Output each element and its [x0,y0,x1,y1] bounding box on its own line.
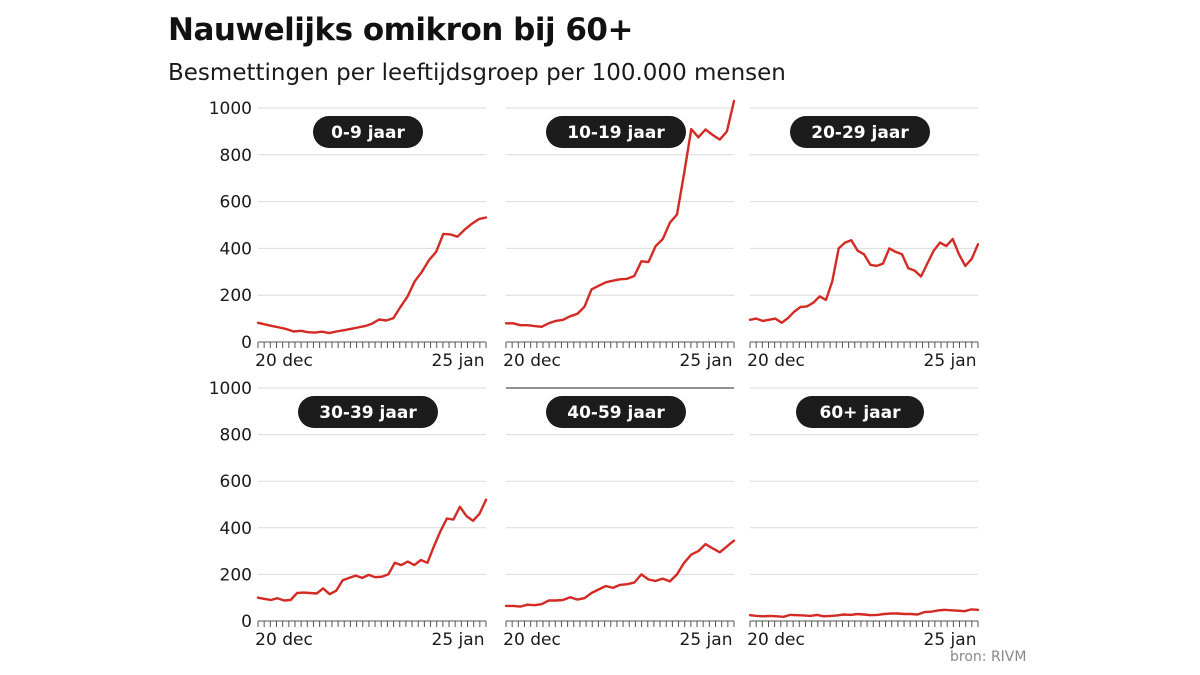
panel-6: 20 dec 25 jan 60+ jaar [747,387,980,650]
x-tick-label: 25 jan [432,630,485,650]
panel-4: 0 200 400 600 800 1000 20 dec 25 jan 30-39 jaar [209,379,488,650]
x-tick-label: 25 jan [680,351,733,371]
y-tick-label: 0 [241,612,252,632]
x-tick-label: 20 dec [255,351,313,371]
panel-title-pill [313,116,423,148]
panel-title-pill [790,116,930,148]
panel-title-pill [796,396,924,428]
panel-5: 20 dec 25 jan 40-59 jaar [503,387,736,650]
y-tick-label: 800 [220,146,252,166]
y-tick-label: 1000 [209,99,252,119]
x-tick-label: 20 dec [503,630,561,650]
panel-title-pill [546,116,686,148]
panel-2: 20 dec 25 jan 10-19 jaar [503,99,736,371]
panel-title: 0-9 jaar [331,123,405,143]
chart-subtitle: Besmettingen per leeftijdsgroep per 100.… [168,60,786,86]
series-line [748,608,980,618]
chart-title: Nauwelijks omikron bij 60+ [168,12,633,48]
x-tick-label: 20 dec [255,630,313,650]
series-line [504,99,736,328]
panel-title: 40-59 jaar [567,403,665,423]
panel-title: 60+ jaar [820,403,902,423]
x-tick-label: 20 dec [503,351,561,371]
x-tick-label: 25 jan [924,630,977,650]
y-tick-label: 0 [241,333,252,353]
source-note: bron: RIVM [950,649,1027,665]
y-tick-label: 400 [220,239,252,259]
y-tick-label: 800 [220,426,252,446]
panel-title: 10-19 jaar [567,123,665,143]
panel-title: 30-39 jaar [319,403,417,423]
panel-1: 0 200 400 600 800 1000 20 dec 25 jan 0-9 jaar [209,99,488,371]
y-tick-label: 200 [220,565,252,585]
x-tick-label: 25 jan [680,630,733,650]
panel-title: 20-29 jaar [811,123,909,143]
x-tick-label: 25 jan [924,351,977,371]
y-tick-label: 1000 [209,379,252,399]
panel-title-pill [298,396,438,428]
x-tick-label: 20 dec [747,630,805,650]
series-line [504,539,736,608]
y-tick-label: 600 [220,193,252,213]
series-line [256,498,488,602]
series-line [748,237,980,324]
x-tick-label: 20 dec [747,351,805,371]
panel-title-pill [546,396,686,428]
x-tick-label: 25 jan [432,351,485,371]
y-tick-label: 400 [220,519,252,539]
y-tick-label: 600 [220,472,252,492]
series-line [256,216,488,335]
panel-3: 20 dec 25 jan 20-29 jaar [747,107,980,371]
y-tick-label: 200 [220,286,252,306]
